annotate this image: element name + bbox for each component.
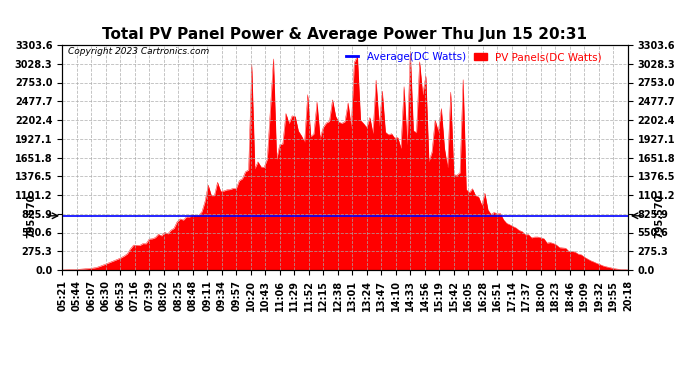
Text: 795.570: 795.570 xyxy=(26,194,36,238)
Text: Copyright 2023 Cartronics.com: Copyright 2023 Cartronics.com xyxy=(68,47,209,56)
Text: 795.570: 795.570 xyxy=(654,194,664,238)
Legend: Average(DC Watts), PV Panels(DC Watts): Average(DC Watts), PV Panels(DC Watts) xyxy=(342,48,606,66)
Title: Total PV Panel Power & Average Power Thu Jun 15 20:31: Total PV Panel Power & Average Power Thu… xyxy=(103,27,587,42)
